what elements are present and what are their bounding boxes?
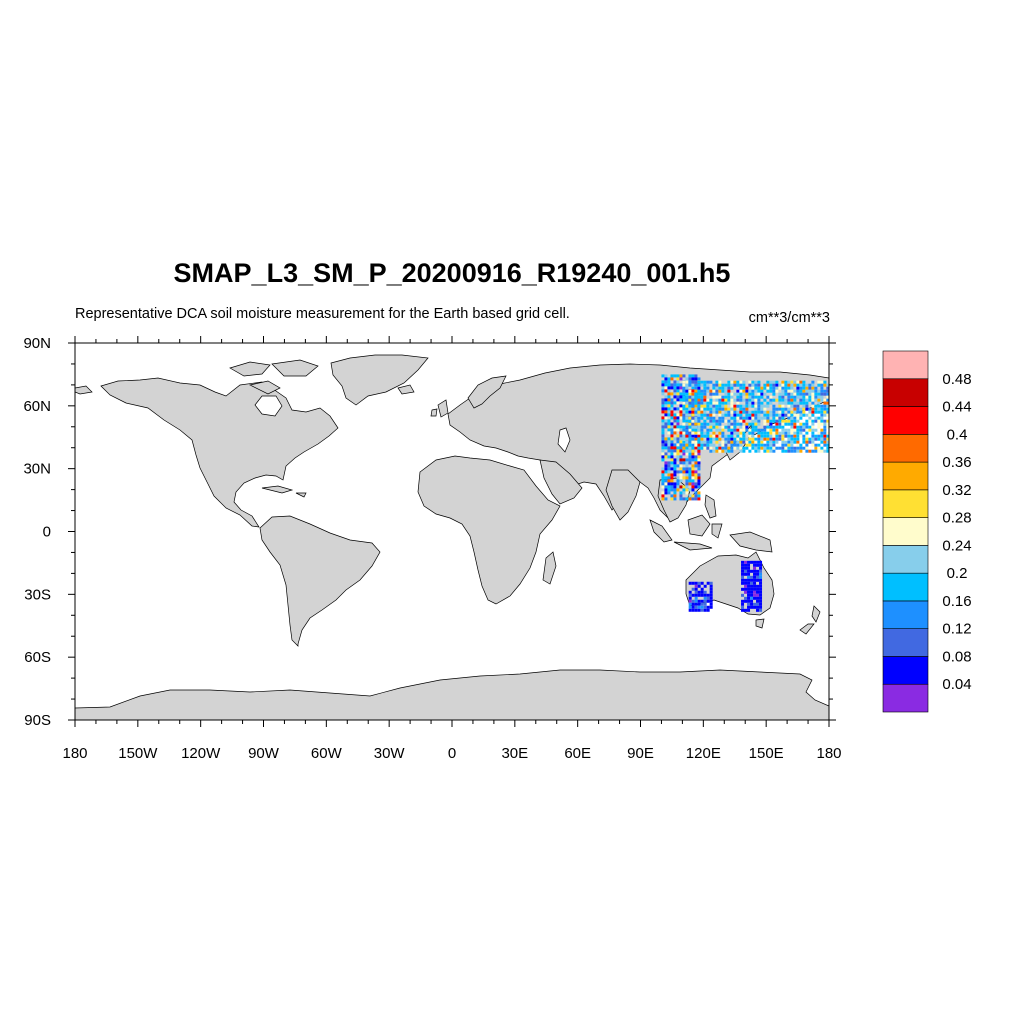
scandinavia [467,375,507,409]
arctic-islands [229,359,319,395]
arabia [539,459,583,505]
africa [417,455,561,605]
colorbar-swatch [882,600,929,629]
lon-tick-label: 150W [118,745,158,762]
colorbar: 0.04 0.08 0.12 0.16 0.2 0.24 0.28 0.32 0.36 0.4 0.… [882,350,972,713]
colorbar-label: 0.48 [942,371,971,388]
colorbar-swatch [882,489,929,518]
colorbar-swatch [882,683,929,713]
colorbar-swatch [882,572,929,602]
lon-tick-label: 30E [501,745,528,762]
colorbar-swatch [882,406,929,435]
north-america [100,377,339,528]
colorbar-swatch [882,628,929,657]
colorbar-swatch [882,434,929,463]
land-masses [75,354,829,720]
lon-tick-label: 120W [181,745,221,762]
colorbar-label: 0.16 [942,593,971,610]
map-title: SMAP_L3_SM_P_20200916_R19240_001.h5 [173,258,731,288]
colorbar-label: 0.4 [947,426,968,443]
lat-tick-label: 30N [23,461,51,478]
colorbar-label: 0.32 [942,482,971,499]
lat-tick-label: 30S [24,586,51,603]
sumatra [649,519,673,543]
colorbar-label: 0.28 [942,510,971,527]
map-subtitle: Representative DCA soil moisture measure… [75,306,570,322]
colorbar-swatch [882,378,929,407]
sulawesi [711,523,723,539]
colorbar-swatch [882,461,929,491]
greenland [330,354,429,406]
colorbar-swatch [882,517,929,546]
borneo [687,514,711,537]
units-label: cm**3/cm**3 [748,310,830,326]
colorbar-label: 0.04 [942,676,971,693]
colorbar-swatch [882,656,929,685]
colorbar-swatch [882,545,929,574]
lon-tick-label: 180 [816,745,841,762]
swath-australia-west [688,581,713,612]
lat-tick-label: 60N [23,398,51,415]
alaska-wrap [75,385,93,395]
iceland [397,384,415,395]
lon-tick-label: 180 [62,745,87,762]
swath-australia-east [741,560,763,612]
new-guinea [729,531,773,553]
tasmania [755,618,765,629]
lon-tick-label: 90E [627,745,654,762]
hudson-bay [254,395,283,417]
colorbar-label: 0.36 [942,454,971,471]
map-plot [75,343,829,720]
lon-tick-label: 90W [248,745,280,762]
lon-tick-label: 120E [686,745,721,762]
antarctica [75,669,829,720]
madagascar [542,551,557,585]
soil-moisture-swaths [661,374,829,612]
lat-tick-label: 90S [24,712,51,729]
lon-tick-label: 60W [311,745,343,762]
lon-tick-label: 60E [564,745,591,762]
lon-tick-label: 0 [448,745,456,762]
swath-east-russia-china [682,380,829,453]
colorbar-swatch [882,350,929,380]
india [605,469,641,521]
java [673,541,713,551]
south-america [259,515,381,647]
lat-tick-label: 60S [24,649,51,666]
lat-tick-label: 90N [23,335,51,352]
new-zealand [799,605,821,635]
colorbar-label: 0.44 [942,399,971,416]
british-isles [430,399,449,418]
lat-tick-label: 0 [43,524,51,541]
colorbar-label: 0.08 [942,648,971,665]
axis-ticks: 180 150W 120W 90W 60W 30W 0 30E 60E 90E 120E 150E 18… [23,335,841,762]
philippines [704,494,717,519]
colorbar-label: 0.24 [942,537,971,554]
colorbar-label: 0.2 [947,565,968,582]
colorbar-label: 0.12 [942,621,971,638]
caribbean-islands [261,485,307,498]
lon-tick-label: 30W [374,745,406,762]
caspian-sea [557,427,571,453]
lon-tick-label: 150E [749,745,784,762]
